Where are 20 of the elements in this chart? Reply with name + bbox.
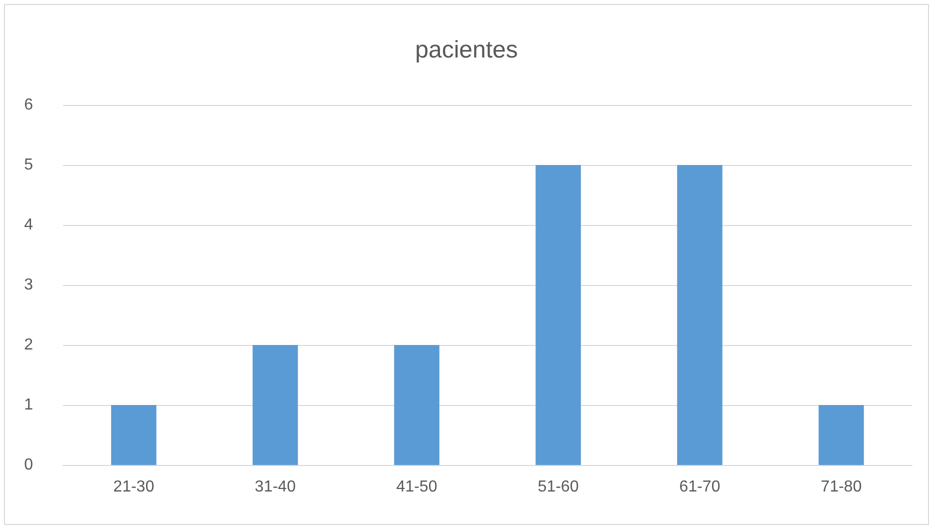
bar — [818, 405, 864, 465]
y-tick-label: 2 — [24, 336, 34, 354]
x-tick-label: 51-60 — [538, 478, 579, 496]
bar — [252, 345, 298, 465]
x-tick-label: 21-30 — [113, 478, 154, 496]
bar — [536, 165, 581, 465]
y-tick-label: 3 — [24, 276, 34, 294]
y-tick-label: 0 — [24, 456, 34, 474]
bar — [677, 165, 722, 465]
x-tick-label: 41-50 — [396, 478, 438, 496]
y-tick-label: 1 — [24, 396, 34, 414]
y-tick-label: 4 — [24, 216, 34, 234]
bar — [111, 405, 156, 465]
x-tick-label: 31-40 — [254, 478, 296, 496]
y-tick-label: 6 — [24, 96, 34, 114]
x-tick-label: 61-70 — [679, 478, 720, 496]
bar — [394, 345, 440, 465]
x-tick-label: 71-80 — [820, 478, 862, 496]
y-tick-label: 5 — [24, 156, 34, 174]
chart-title: pacientes — [415, 36, 518, 64]
